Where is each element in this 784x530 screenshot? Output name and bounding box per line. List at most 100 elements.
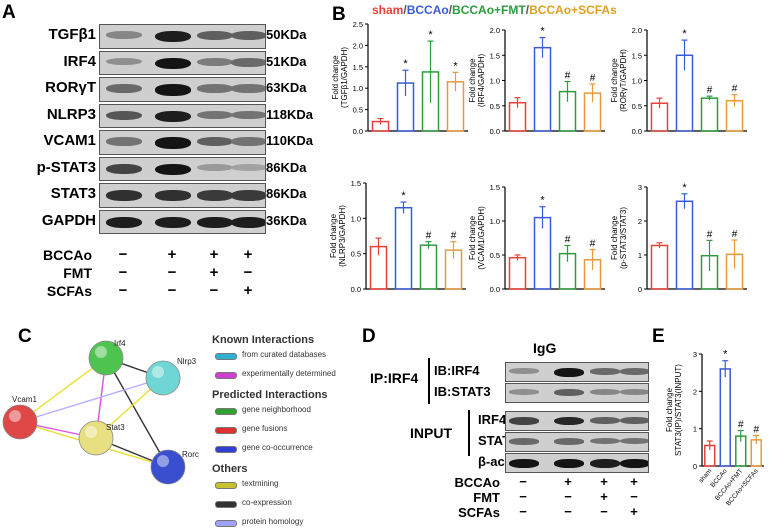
significance-mark: # <box>732 229 738 240</box>
bar <box>719 368 731 467</box>
molecular-weight-label: 63KDa <box>266 80 307 95</box>
node-label: Rorc <box>182 450 199 459</box>
treatment-sign: − <box>118 282 128 299</box>
y-tick-label: 0.0 <box>490 285 500 294</box>
molecular-weight-label: 110KDa <box>266 133 313 148</box>
blot-band <box>509 417 539 425</box>
blot-band <box>106 110 142 121</box>
significance-mark: # <box>753 424 759 435</box>
treatment-sign: − <box>630 489 638 504</box>
blot-band <box>197 57 233 66</box>
treatment-sign: − <box>564 504 572 519</box>
legend-entry: / <box>403 3 407 17</box>
bar-charts: 0.0 0.5 1.0 1.5 2.0 2.5 Fold change(TGFβ1/GAPD… <box>329 20 764 507</box>
node-highlight <box>95 346 107 358</box>
blot-band <box>554 368 584 377</box>
bar <box>650 244 669 290</box>
y-tick-label: 0.0 <box>632 127 642 136</box>
treatment-sign: + <box>209 246 219 263</box>
treatment-sign: + <box>600 489 608 504</box>
significance-mark: * <box>540 195 545 207</box>
treatment-sign: − <box>600 504 608 519</box>
blot-band <box>106 31 142 40</box>
treatment-sign: − <box>167 282 177 299</box>
treatment-sign: − <box>519 489 527 504</box>
y-tick-label: 1.5 <box>353 63 363 72</box>
bar <box>419 244 438 290</box>
blot-band <box>106 190 142 201</box>
network-node <box>145 360 181 396</box>
blot-band <box>231 163 265 171</box>
significance-mark: * <box>682 28 687 40</box>
y-axis-label: Fold change(NLRP3/GAPDH) <box>329 205 347 267</box>
y-tick-label: 0 <box>693 462 697 471</box>
treatment-label: FMT <box>473 490 500 505</box>
treatment-label: BCCAo <box>43 247 92 263</box>
molecular-weight-label: 51KDa <box>266 53 307 69</box>
blot-strip <box>99 50 266 75</box>
network-edge <box>105 357 169 468</box>
significance-mark: # <box>451 231 457 242</box>
edge-swatch <box>215 353 237 360</box>
treatment-sign: − <box>209 282 219 299</box>
panel-letter-a: A <box>2 2 16 23</box>
legend-entry: sham <box>372 3 404 17</box>
molecular-weight-label: 118KDa <box>266 106 313 122</box>
legend-entry: BCCAo <box>406 3 449 17</box>
blot-band <box>231 84 265 93</box>
treatment-sign: + <box>630 504 638 519</box>
edge-swatch <box>215 501 237 508</box>
significance-mark: # <box>590 73 596 84</box>
blot-label: TGFβ1 <box>48 26 97 43</box>
legend-item-label: gene fusions <box>242 424 288 433</box>
blot-band <box>197 190 233 201</box>
treatment-sign: − <box>519 474 527 489</box>
bracket-line <box>428 358 430 404</box>
blot-strip <box>99 130 266 155</box>
y-axis-label: Fold change(p-STAT3/STAT3) <box>610 207 628 269</box>
significance-mark: * <box>540 26 545 38</box>
legend-item-label: textmining <box>242 479 279 488</box>
blot-strip <box>99 77 266 102</box>
y-tick-label: 1.5 <box>632 51 642 60</box>
treatment-sign: + <box>564 474 572 489</box>
blot-band <box>231 31 265 41</box>
blot-band <box>197 216 233 228</box>
legend-item-label: from curated databases <box>242 350 327 359</box>
treatment-sign: + <box>600 474 608 489</box>
treatment-sign: + <box>630 474 638 489</box>
blot-band <box>155 57 191 70</box>
y-tick-label: 1.0 <box>351 214 361 223</box>
network-node <box>78 420 114 456</box>
significance-mark: # <box>707 229 713 240</box>
blot-label: STAT3 <box>50 185 96 202</box>
treatment-label: BCCAo <box>454 475 501 490</box>
blot-band <box>509 459 539 468</box>
blot-label: GAPDH <box>41 211 96 229</box>
y-tick-label: 0.5 <box>353 106 363 115</box>
y-axis-label: Fold change(IRF4/GAPDH) <box>468 54 486 108</box>
treatment-sign: − <box>519 504 527 519</box>
blot-label: IRF4 <box>478 412 507 427</box>
y-tick-label: 1.0 <box>632 77 642 86</box>
blot-band <box>106 137 142 146</box>
blot-band <box>509 438 539 445</box>
blot-band <box>155 216 191 228</box>
blot-band <box>509 368 539 374</box>
molecular-weight-label: 86KDa <box>266 159 307 175</box>
y-tick-label: 1.5 <box>490 183 500 192</box>
molecular-weight-label: 50KDa <box>266 27 307 42</box>
y-tick-label: 0 <box>638 285 642 294</box>
blot-label: IRF4 <box>63 52 96 70</box>
y-tick-label: 3 <box>638 183 642 192</box>
treatment-sign: + <box>243 282 253 299</box>
treatment-sign: + <box>243 246 253 263</box>
blot-band <box>155 190 191 201</box>
blot-band <box>509 389 539 395</box>
y-tick-label: 2.5 <box>353 20 363 29</box>
igg-label: IgG <box>533 340 557 356</box>
treatment-label: SCFAs <box>458 505 500 520</box>
network-edge <box>19 357 107 423</box>
blot-band <box>197 163 233 171</box>
blot-band <box>155 31 191 43</box>
